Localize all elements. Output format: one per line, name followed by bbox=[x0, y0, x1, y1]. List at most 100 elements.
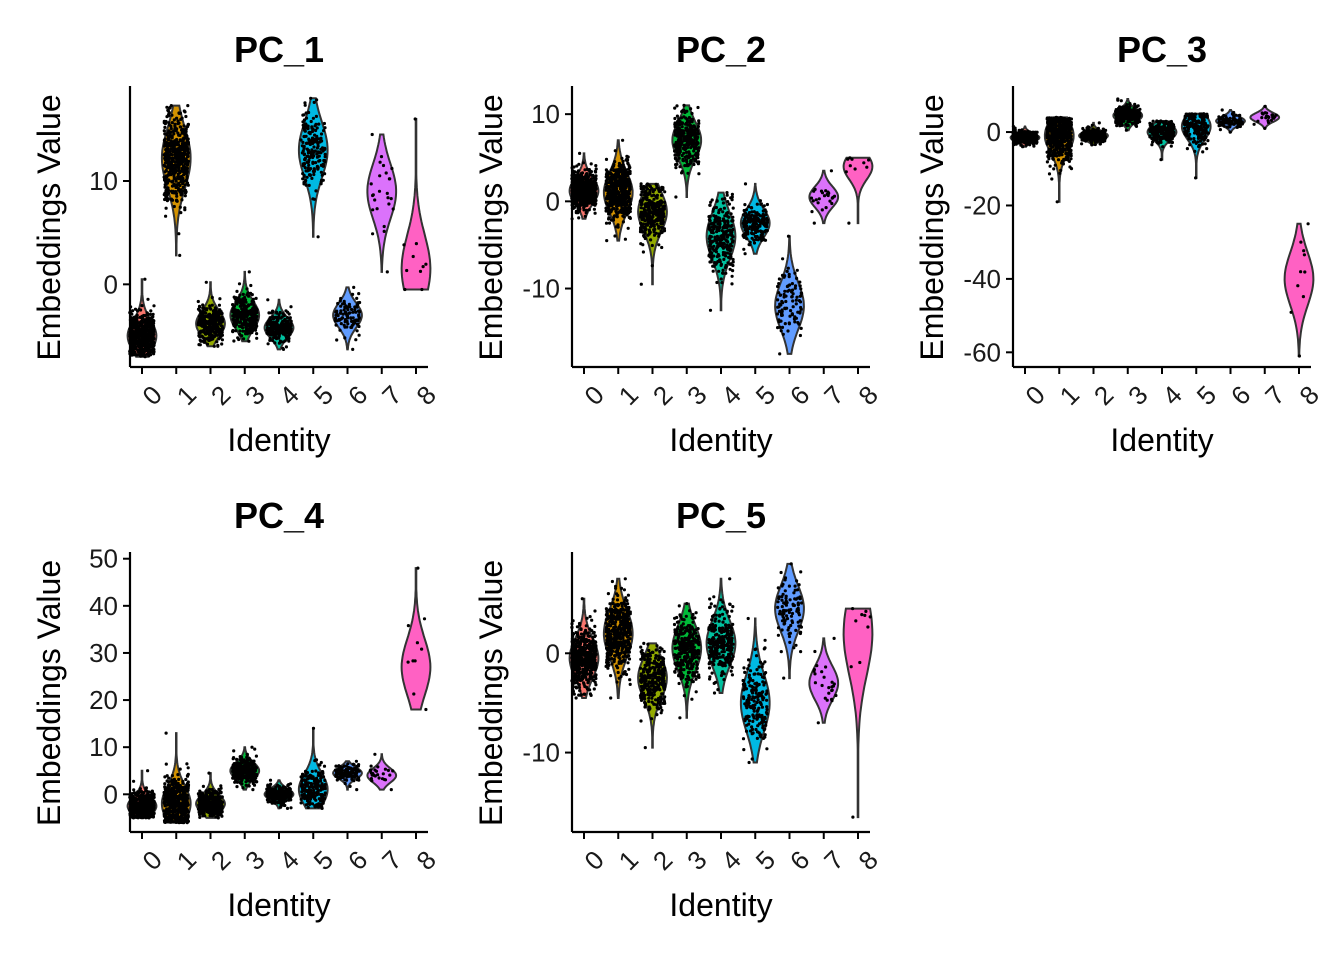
data-point bbox=[574, 183, 578, 187]
data-point bbox=[730, 274, 734, 278]
data-point bbox=[649, 238, 653, 242]
data-point bbox=[305, 154, 309, 158]
data-point bbox=[653, 202, 657, 206]
data-point bbox=[338, 328, 342, 332]
data-point bbox=[645, 182, 650, 186]
data-point bbox=[658, 201, 662, 205]
data-point bbox=[309, 167, 313, 171]
data-point bbox=[617, 170, 621, 174]
data-point bbox=[652, 223, 656, 227]
data-point bbox=[205, 330, 209, 334]
data-point bbox=[421, 265, 425, 269]
data-point bbox=[607, 176, 611, 180]
data-point bbox=[321, 162, 325, 166]
data-point bbox=[690, 111, 694, 116]
data-point bbox=[621, 163, 625, 167]
data-point bbox=[725, 229, 729, 233]
data-point bbox=[321, 148, 325, 152]
data-point bbox=[717, 219, 721, 223]
data-point bbox=[612, 175, 616, 179]
data-point bbox=[163, 164, 167, 168]
data-point bbox=[717, 254, 721, 258]
data-point bbox=[613, 149, 617, 153]
data-point bbox=[282, 319, 286, 323]
data-point bbox=[165, 105, 169, 109]
data-point bbox=[130, 333, 134, 337]
data-point bbox=[708, 236, 712, 240]
data-point bbox=[750, 236, 754, 240]
data-point bbox=[625, 154, 629, 158]
data-point bbox=[237, 324, 241, 328]
data-point bbox=[655, 222, 659, 226]
data-point bbox=[185, 139, 189, 143]
data-point bbox=[309, 96, 313, 100]
data-point bbox=[207, 338, 211, 342]
data-point bbox=[352, 285, 356, 289]
data-point bbox=[1028, 143, 1032, 147]
data-point bbox=[715, 280, 719, 285]
data-point bbox=[583, 168, 587, 172]
data-point bbox=[755, 202, 759, 206]
data-point bbox=[588, 186, 592, 190]
data-point bbox=[604, 157, 609, 161]
data-point bbox=[279, 340, 283, 344]
data-point bbox=[208, 306, 212, 310]
data-point bbox=[312, 145, 316, 149]
data-point bbox=[162, 153, 166, 157]
data-point bbox=[215, 312, 220, 316]
data-point bbox=[862, 161, 866, 165]
data-point bbox=[414, 242, 418, 246]
data-point bbox=[791, 305, 795, 309]
data-point bbox=[210, 295, 214, 300]
data-point bbox=[170, 147, 174, 151]
data-point bbox=[755, 219, 759, 223]
data-point bbox=[151, 315, 155, 319]
data-point bbox=[163, 175, 167, 179]
data-point bbox=[183, 194, 187, 198]
data-point bbox=[140, 344, 144, 348]
data-point bbox=[247, 270, 251, 274]
data-point bbox=[718, 216, 722, 220]
data-point bbox=[166, 108, 170, 112]
data-point bbox=[144, 331, 148, 336]
data-point bbox=[678, 150, 682, 154]
data-point bbox=[674, 195, 678, 199]
data-point bbox=[149, 332, 153, 336]
data-point bbox=[722, 232, 726, 236]
data-point bbox=[275, 316, 279, 320]
data-point bbox=[709, 253, 714, 257]
data-point bbox=[373, 198, 377, 202]
data-point bbox=[232, 339, 236, 343]
data-point bbox=[231, 310, 235, 314]
data-point bbox=[627, 164, 631, 168]
data-point bbox=[307, 163, 311, 167]
data-point bbox=[675, 162, 679, 166]
data-point bbox=[743, 182, 748, 186]
x-axis-title: Identity bbox=[227, 422, 330, 458]
data-point bbox=[712, 244, 716, 248]
data-point bbox=[764, 228, 768, 232]
data-point bbox=[307, 131, 311, 135]
data-point bbox=[204, 320, 208, 324]
data-point bbox=[301, 140, 305, 144]
data-point bbox=[793, 271, 797, 275]
data-point bbox=[594, 170, 598, 174]
data-point bbox=[624, 194, 628, 198]
data-point bbox=[687, 120, 692, 125]
data-point bbox=[622, 215, 626, 219]
data-point bbox=[617, 210, 622, 214]
data-point bbox=[152, 304, 156, 308]
data-point bbox=[615, 180, 619, 184]
data-point bbox=[311, 197, 315, 201]
x-tick-label: 5 bbox=[308, 380, 339, 411]
data-point bbox=[644, 194, 648, 198]
data-point bbox=[620, 209, 625, 213]
data-point bbox=[244, 332, 248, 336]
data-point bbox=[608, 185, 612, 189]
data-point bbox=[657, 189, 661, 193]
data-point bbox=[281, 312, 285, 316]
data-point bbox=[242, 337, 246, 341]
data-point bbox=[378, 174, 382, 178]
